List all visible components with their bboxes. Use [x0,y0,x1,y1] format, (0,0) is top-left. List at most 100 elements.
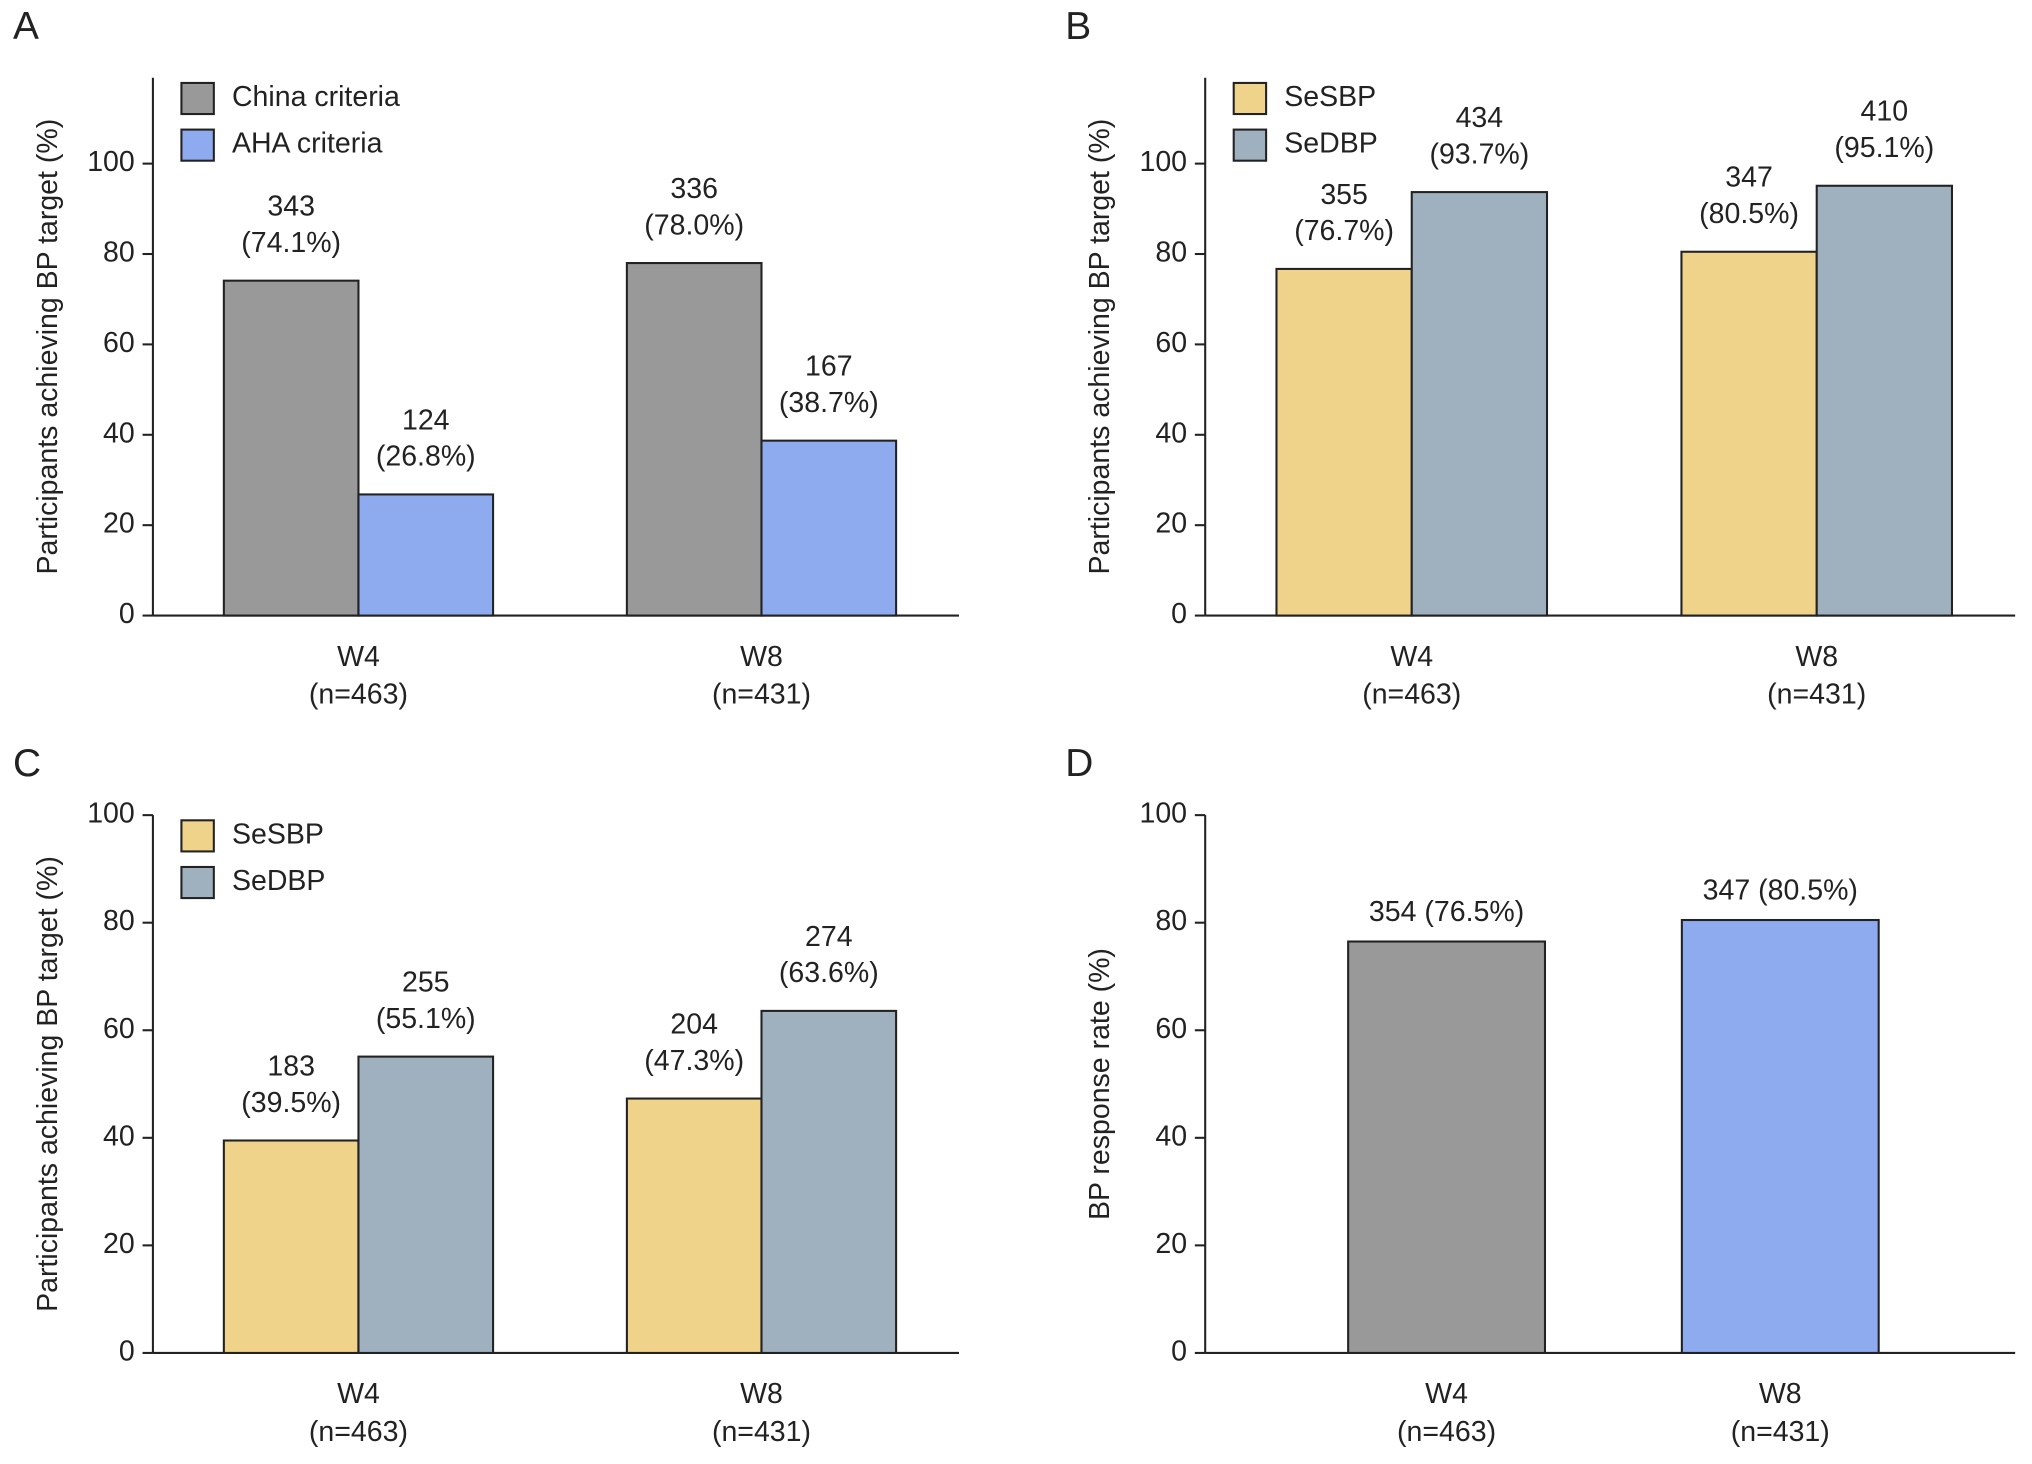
bar [222,279,360,617]
bar [1680,918,1880,1354]
y-tick-label: 60 [103,327,135,359]
legend-label: China criteria [232,81,400,113]
count-label: 354 [1369,896,1417,928]
panel-letter: D [1065,742,1093,785]
count-label: 124 [402,404,450,436]
value-label: (76.7%) [1294,215,1394,247]
bar [1347,940,1547,1354]
legend-swatch [180,819,215,853]
x-tick-label: W8 [1759,1378,1802,1410]
x-tick-note: (n=431) [1731,1416,1830,1448]
legend-swatch [1232,128,1268,162]
percent-label: (76.5%) [1424,896,1524,928]
y-tick-label: 60 [1155,1013,1187,1045]
value-label: (55.1%) [376,1003,476,1035]
bar [1815,184,1954,617]
count-label: 343 [267,191,315,223]
x-tick-label: W8 [740,641,783,673]
legend-swatch [180,865,215,900]
y-tick-label: 40 [103,1120,135,1152]
x-tick-note: (n=431) [712,678,811,710]
x-tick-note: (n=431) [1767,678,1866,710]
bar [357,1055,495,1354]
y-tick-label: 60 [103,1013,135,1045]
y-tick-label: 20 [1155,508,1187,540]
legend-label: SeSBP [1284,81,1376,113]
x-tick-note: (n=463) [1362,678,1461,710]
y-tick-label: 60 [1155,327,1187,359]
legend-swatch [180,81,215,116]
legend-label: AHA criteria [232,128,383,160]
x-tick-note: (n=463) [1397,1416,1496,1448]
x-tick-label: W4 [1425,1378,1468,1410]
x-tick-label: W4 [1390,641,1433,673]
panel-letter: B [1065,5,1091,48]
value-label: (38.7%) [779,387,879,419]
bar [1680,250,1818,617]
y-tick-label: 40 [1155,417,1187,449]
y-tick-label: 40 [103,417,135,449]
y-axis-label: Participants achieving BP target (%) [32,119,64,575]
bar [625,1097,763,1354]
value-label: (26.8%) [376,441,476,473]
value-label: (93.7%) [1429,138,1529,170]
x-tick-note: (n=431) [712,1416,811,1448]
x-tick-note: (n=463) [309,678,408,710]
value-label: (95.1%) [1834,132,1934,164]
y-tick-label: 0 [119,598,135,630]
bar [1275,267,1413,617]
y-tick-label: 20 [103,508,135,540]
y-tick-label: 20 [103,1228,135,1260]
y-tick-label: 80 [103,905,135,937]
bar [222,1139,360,1354]
y-axis-label: Participants achieving BP target (%) [32,856,64,1312]
y-tick-label: 0 [1171,1335,1187,1367]
value-label: (63.6%) [779,957,879,989]
y-tick-label: 80 [1155,237,1187,269]
y-tick-label: 100 [1139,146,1187,178]
panel-letter: C [13,742,41,785]
x-tick-label: W4 [337,641,380,673]
percent-label: (80.5%) [1758,874,1858,906]
count-label: 274 [805,921,853,953]
y-axis-label: Participants achieving BP target (%) [1084,119,1116,575]
value-label: (74.1%) [241,227,341,259]
y-axis-label: BP response rate (%) [1084,948,1116,1220]
count-label: 204 [670,1009,718,1041]
value-label: (80.5%) [1699,198,1799,230]
legend-label: SeSBP [232,818,324,850]
bar [1410,191,1549,617]
count-label: 410 [1861,96,1909,128]
count-label: 255 [402,967,450,999]
bar [760,1009,898,1354]
count-label: 347 [1703,874,1751,906]
count-label: 167 [805,351,853,383]
y-tick-label: 100 [87,798,135,830]
count-label: 355 [1320,179,1368,211]
y-tick-label: 100 [1139,798,1187,830]
bar [357,493,495,617]
legend-swatch [180,128,215,162]
value-label: 347 (80.5%) [1703,874,1858,906]
y-tick-label: 80 [1155,905,1187,937]
y-tick-label: 100 [87,146,135,178]
y-tick-label: 0 [1171,598,1187,630]
value-label: (78.0%) [644,209,744,241]
count-label: 347 [1725,162,1773,194]
x-tick-label: W8 [1795,641,1838,673]
x-tick-note: (n=463) [309,1416,408,1448]
count-label: 183 [267,1050,315,1082]
count-label: 434 [1456,102,1504,134]
count-label: 336 [670,173,718,205]
bar [625,262,763,617]
legend-label: SeDBP [232,865,325,897]
value-label: (39.5%) [241,1087,341,1119]
y-tick-label: 0 [119,1335,135,1367]
x-tick-label: W8 [740,1378,783,1410]
legend-swatch [1232,81,1268,116]
x-tick-label: W4 [337,1378,380,1410]
value-label: (47.3%) [644,1045,744,1077]
bar [760,439,898,617]
y-tick-label: 80 [103,237,135,269]
